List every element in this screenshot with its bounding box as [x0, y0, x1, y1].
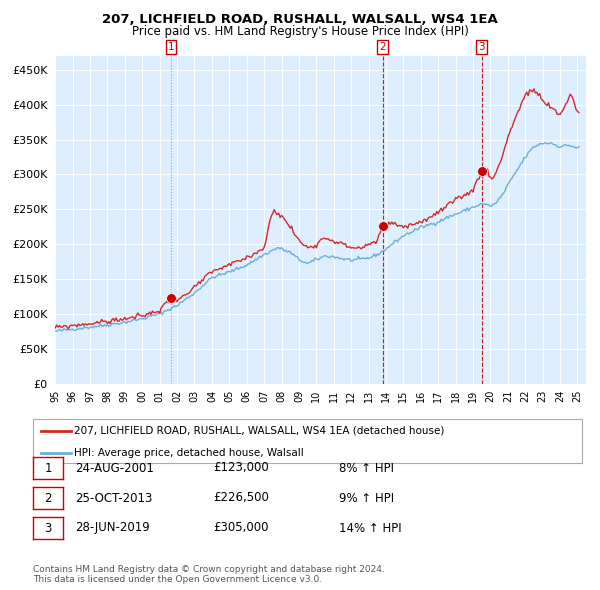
Text: £305,000: £305,000 — [213, 522, 269, 535]
Text: 3: 3 — [478, 42, 485, 52]
Text: Price paid vs. HM Land Registry's House Price Index (HPI): Price paid vs. HM Land Registry's House … — [131, 25, 469, 38]
Text: 1: 1 — [44, 461, 52, 474]
Text: Contains HM Land Registry data © Crown copyright and database right 2024.: Contains HM Land Registry data © Crown c… — [33, 565, 385, 574]
Text: 8% ↑ HPI: 8% ↑ HPI — [339, 461, 394, 474]
Text: 3: 3 — [44, 522, 52, 535]
Text: 207, LICHFIELD ROAD, RUSHALL, WALSALL, WS4 1EA: 207, LICHFIELD ROAD, RUSHALL, WALSALL, W… — [102, 13, 498, 26]
Text: 207, LICHFIELD ROAD, RUSHALL, WALSALL, WS4 1EA (detached house): 207, LICHFIELD ROAD, RUSHALL, WALSALL, W… — [74, 426, 445, 436]
Text: 14% ↑ HPI: 14% ↑ HPI — [339, 522, 401, 535]
Text: HPI: Average price, detached house, Walsall: HPI: Average price, detached house, Wals… — [74, 448, 304, 458]
Text: 2: 2 — [44, 491, 52, 504]
Text: £226,500: £226,500 — [213, 491, 269, 504]
Text: 2: 2 — [379, 42, 386, 52]
Text: 28-JUN-2019: 28-JUN-2019 — [75, 522, 150, 535]
Text: 1: 1 — [167, 42, 174, 52]
Text: 25-OCT-2013: 25-OCT-2013 — [75, 491, 152, 504]
Text: £123,000: £123,000 — [213, 461, 269, 474]
Text: 9% ↑ HPI: 9% ↑ HPI — [339, 491, 394, 504]
Text: 24-AUG-2001: 24-AUG-2001 — [75, 461, 154, 474]
Text: This data is licensed under the Open Government Licence v3.0.: This data is licensed under the Open Gov… — [33, 575, 322, 584]
